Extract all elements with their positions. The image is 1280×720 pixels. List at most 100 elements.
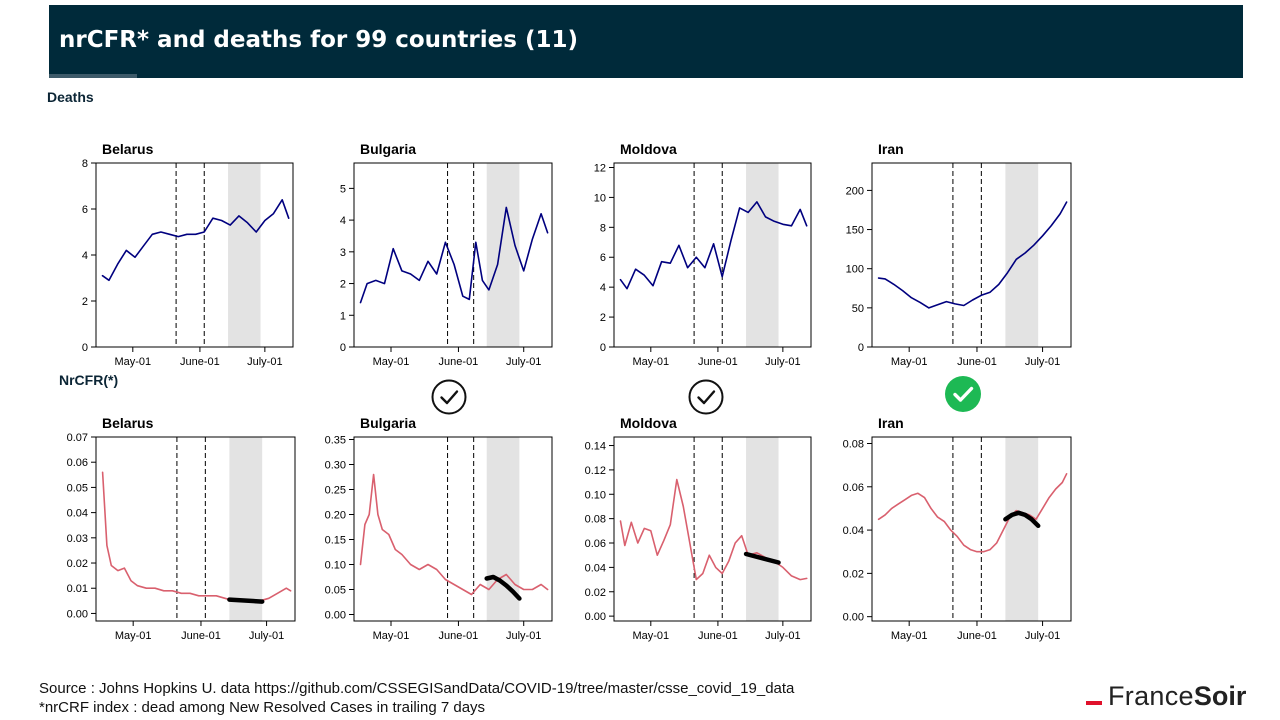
nrcfr-bulgaria-trend-line [484, 574, 522, 601]
nrcfr-belarus-ytick-label: 0.02 [67, 558, 88, 570]
deaths-moldova-xtick-label: June-01 [698, 356, 738, 368]
deaths-belarus-ytick-label: 2 [82, 296, 88, 308]
nrcfr-bulgaria-ytick-label: 0.30 [325, 460, 346, 472]
deaths-iran-ytick-label: 50 [852, 303, 864, 315]
nrcfr-belarus-ytick-label: 0.06 [67, 457, 88, 469]
source-note: Source : Johns Hopkins U. data https://g… [39, 680, 795, 697]
nrcfr-bulgaria-ytick-label: 0.05 [325, 585, 346, 597]
nrcfr-bulgaria-xtick-label: July-01 [506, 630, 541, 642]
deaths-belarus-ytick-label: 0 [82, 342, 88, 354]
nrcfr-moldova-ytick-label: 0.14 [585, 441, 606, 453]
nrcfr-iran-plot-frame [871, 436, 1072, 622]
deaths-moldova-xtick-label: July-01 [765, 356, 800, 368]
nrcfr-iran-ytick-label: 0.06 [843, 482, 864, 494]
deaths-iran-chart: Iran 0 50 100 150 200 May-01 June-01 July-01 [846, 141, 1072, 368]
nrcfr-moldova-ytick-label: 0.04 [585, 562, 606, 574]
deaths-bulgaria-ytick-label: 3 [340, 247, 346, 259]
deaths-belarus-chart: Belarus 0 2 4 6 8 May-01 June-01 July-01 [82, 141, 294, 368]
check-circle-outline-icon [431, 379, 467, 415]
francesoir-logo: France Soir [1086, 678, 1246, 714]
nrcfr-moldova-xtick-label: July-01 [765, 630, 800, 642]
nrcfr-iran-ytick-label: 0.08 [843, 438, 864, 450]
deaths-moldova-ytick-label: 0 [600, 342, 606, 354]
nrcfr-bulgaria-ytick-label: 0.00 [325, 610, 346, 622]
deaths-iran-xtick-label: June-01 [957, 356, 997, 368]
nrcfr-iran-ytick-label: 0.04 [843, 525, 864, 537]
deaths-bulgaria-xtick-label: July-01 [506, 356, 541, 368]
deaths-moldova-shade-window [746, 163, 779, 347]
deaths-moldova-ytick-label: 6 [600, 252, 606, 264]
deaths-belarus-series-line [101, 199, 290, 282]
nrcfr-bulgaria-chart: Bulgaria 0.00 0.05 0.10 0.15 0.20 0.25 0.30 0.35… [325, 415, 553, 642]
deaths-bulgaria-xtick-label: June-01 [439, 356, 479, 368]
index-footnote: *nrCRF index : dead among New Resolved C… [39, 699, 486, 716]
nrcfr-bulgaria-xtick-label: June-01 [439, 630, 479, 642]
nrcfr-moldova-chart: Moldova 0.00 0.02 0.04 0.06 0.08 0.10 0.12 0.14 M… [585, 415, 812, 642]
nrcfr-iran-ytick-label: 0.00 [843, 612, 864, 624]
nrcfr-moldova-ytick-label: 0.12 [585, 465, 606, 477]
nrcfr-belarus-title: Belarus [102, 415, 154, 431]
nrcfr-belarus-plot-frame [95, 436, 296, 622]
nrcfr-iran-chart: Iran 0.00 0.02 0.04 0.06 0.08 May-01 June-01 Jul… [843, 415, 1072, 642]
nrcfr-iran-shade-window [1005, 437, 1039, 621]
logo-accent-bar [1086, 701, 1102, 705]
nrcfr-iran-xtick-label: May-01 [891, 630, 928, 642]
nrcfr-moldova-ytick-label: 0.00 [585, 611, 606, 623]
nrcfr-belarus-xtick-label: May-01 [115, 630, 152, 642]
check-circle-outline-icon [688, 379, 724, 415]
deaths-iran-plot-frame [871, 162, 1072, 348]
deaths-moldova-series-line [619, 201, 808, 290]
deaths-bulgaria-ytick-label: 0 [340, 342, 346, 354]
logo-text-soir: Soir [1193, 680, 1247, 711]
deaths-bulgaria-shade-window [486, 163, 520, 347]
deaths-moldova-ytick-label: 2 [600, 312, 606, 324]
deaths-moldova-ytick-label: 8 [600, 222, 606, 234]
nrcfr-belarus-ytick-label: 0.05 [67, 482, 88, 494]
nrcfr-section-label: NrCFR(*) [59, 372, 119, 388]
nrcfr-moldova-ytick-label: 0.08 [585, 514, 606, 526]
nrcfr-iran-trend-line [1003, 510, 1041, 529]
deaths-bulgaria-chart: Bulgaria 0 1 2 3 4 5 May-01 June-01 July-01 [340, 141, 553, 368]
deaths-iran-ytick-label: 100 [846, 264, 864, 276]
deaths-belarus-ytick-label: 6 [82, 204, 88, 216]
deaths-bulgaria-title: Bulgaria [360, 141, 416, 157]
deaths-bulgaria-series-line [359, 206, 549, 304]
nrcfr-belarus-ytick-label: 0.03 [67, 533, 88, 545]
nrcfr-belarus-ytick-label: 0.07 [67, 432, 88, 444]
nrcfr-bulgaria-ytick-label: 0.25 [325, 485, 346, 497]
logo-text-france: France [1108, 680, 1194, 711]
nrcfr-bulgaria-title: Bulgaria [360, 415, 416, 431]
nrcfr-iran-xtick-label: June-01 [957, 630, 997, 642]
nrcfr-belarus-shade-window [229, 437, 263, 621]
deaths-moldova-plot-frame [613, 162, 812, 348]
deaths-bulgaria-ytick-label: 2 [340, 279, 346, 291]
deaths-belarus-title: Belarus [102, 141, 154, 157]
deaths-bulgaria-ytick-label: 1 [340, 310, 346, 322]
nrcfr-bulgaria-xtick-label: May-01 [373, 630, 410, 642]
deaths-belarus-xtick-label: June-01 [180, 356, 220, 368]
deaths-bulgaria-plot-frame [353, 162, 553, 348]
nrcfr-moldova-ytick-label: 0.02 [585, 587, 606, 599]
nrcfr-moldova-plot-frame [613, 436, 812, 622]
nrcfr-bulgaria-ytick-label: 0.35 [325, 435, 346, 447]
nrcfr-moldova-shade-window [746, 437, 779, 621]
deaths-moldova-chart: Moldova 0 2 4 6 8 10 12 May-01 June-01 July-01 [594, 141, 812, 368]
nrcfr-moldova-xtick-label: June-01 [698, 630, 738, 642]
nrcfr-moldova-trend-line [743, 551, 781, 565]
check-circle-green-icon [945, 376, 981, 412]
nrcfr-moldova-title: Moldova [620, 415, 677, 431]
nrcfr-bulgaria-ytick-label: 0.20 [325, 510, 346, 522]
deaths-iran-title: Iran [878, 141, 904, 157]
nrcfr-belarus-ytick-label: 0.00 [67, 608, 88, 620]
deaths-moldova-ytick-label: 4 [600, 282, 606, 294]
nrcfr-bulgaria-ytick-label: 0.10 [325, 560, 346, 572]
nrcfr-iran-xtick-label: July-01 [1025, 630, 1060, 642]
deaths-iran-ytick-label: 0 [858, 342, 864, 354]
nrcfr-bulgaria-ytick-label: 0.15 [325, 535, 346, 547]
nrcfr-moldova-ytick-label: 0.10 [585, 489, 606, 501]
deaths-moldova-ytick-label: 12 [594, 162, 606, 174]
deaths-moldova-ytick-label: 10 [594, 192, 606, 204]
nrcfr-belarus-chart: Belarus 0.00 0.01 0.02 0.03 0.04 0.05 0.06 0.07 M… [67, 415, 296, 642]
deaths-belarus-ytick-label: 8 [82, 158, 88, 170]
